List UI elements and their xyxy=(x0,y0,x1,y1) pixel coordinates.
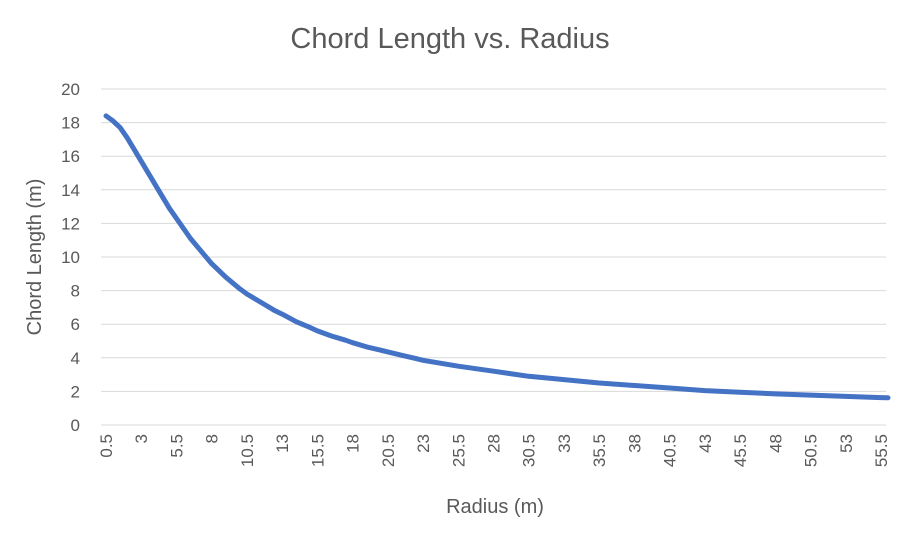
x-tick-label: 13 xyxy=(273,434,292,453)
x-tick-label: 50.5 xyxy=(802,434,821,467)
x-tick-label: 38 xyxy=(625,434,644,453)
y-axis-tick-labels: 0 2 4 6 8 10 12 14 16 18 20 xyxy=(61,80,80,435)
x-tick-label: 10.5 xyxy=(238,434,257,467)
x-tick-label: 53 xyxy=(837,434,856,453)
y-tick-label: 16 xyxy=(61,147,80,166)
y-tick-label: 4 xyxy=(71,349,80,368)
y-tick-label: 18 xyxy=(61,114,80,133)
x-tick-label: 8 xyxy=(203,434,222,443)
x-tick-label: 30.5 xyxy=(520,434,539,467)
x-axis-title: Radius (m) xyxy=(446,496,544,518)
x-tick-label: 28 xyxy=(485,434,504,453)
x-tick-label: 15.5 xyxy=(308,434,327,467)
x-tick-label: 45.5 xyxy=(731,434,750,467)
x-tick-label: 0.5 xyxy=(97,434,116,458)
x-axis-tick-labels: 0.5 3 5.5 8 10.5 13 15.5 18 20.5 23 25.5 28 30.5 33 35… xyxy=(97,434,891,467)
gridlines xyxy=(101,88,886,426)
x-tick-label: 43 xyxy=(696,434,715,453)
x-tick-label: 55.5 xyxy=(872,434,891,467)
x-tick-label: 18 xyxy=(344,434,363,453)
y-tick-label: 12 xyxy=(61,214,80,233)
x-tick-label: 35.5 xyxy=(590,434,609,467)
y-tick-label: 14 xyxy=(61,181,80,200)
y-axis-title: Chord Length (m) xyxy=(24,179,46,336)
x-tick-label: 25.5 xyxy=(449,434,468,467)
x-tick-label: 3 xyxy=(132,434,151,443)
x-tick-label: 23 xyxy=(414,434,433,453)
y-tick-label: 2 xyxy=(71,382,80,401)
y-tick-label: 20 xyxy=(61,80,80,99)
x-tick-label: 40.5 xyxy=(661,434,680,467)
series-line xyxy=(103,113,891,401)
y-tick-label: 0 xyxy=(71,416,80,435)
y-tick-label: 10 xyxy=(61,248,80,267)
x-tick-label: 48 xyxy=(766,434,785,453)
chart-title: Chord Length vs. Radius xyxy=(290,23,609,55)
x-tick-label: 20.5 xyxy=(379,434,398,467)
x-tick-label: 33 xyxy=(555,434,574,453)
y-tick-label: 6 xyxy=(71,315,80,334)
y-tick-label: 8 xyxy=(71,282,80,301)
x-tick-label: 5.5 xyxy=(167,434,186,458)
